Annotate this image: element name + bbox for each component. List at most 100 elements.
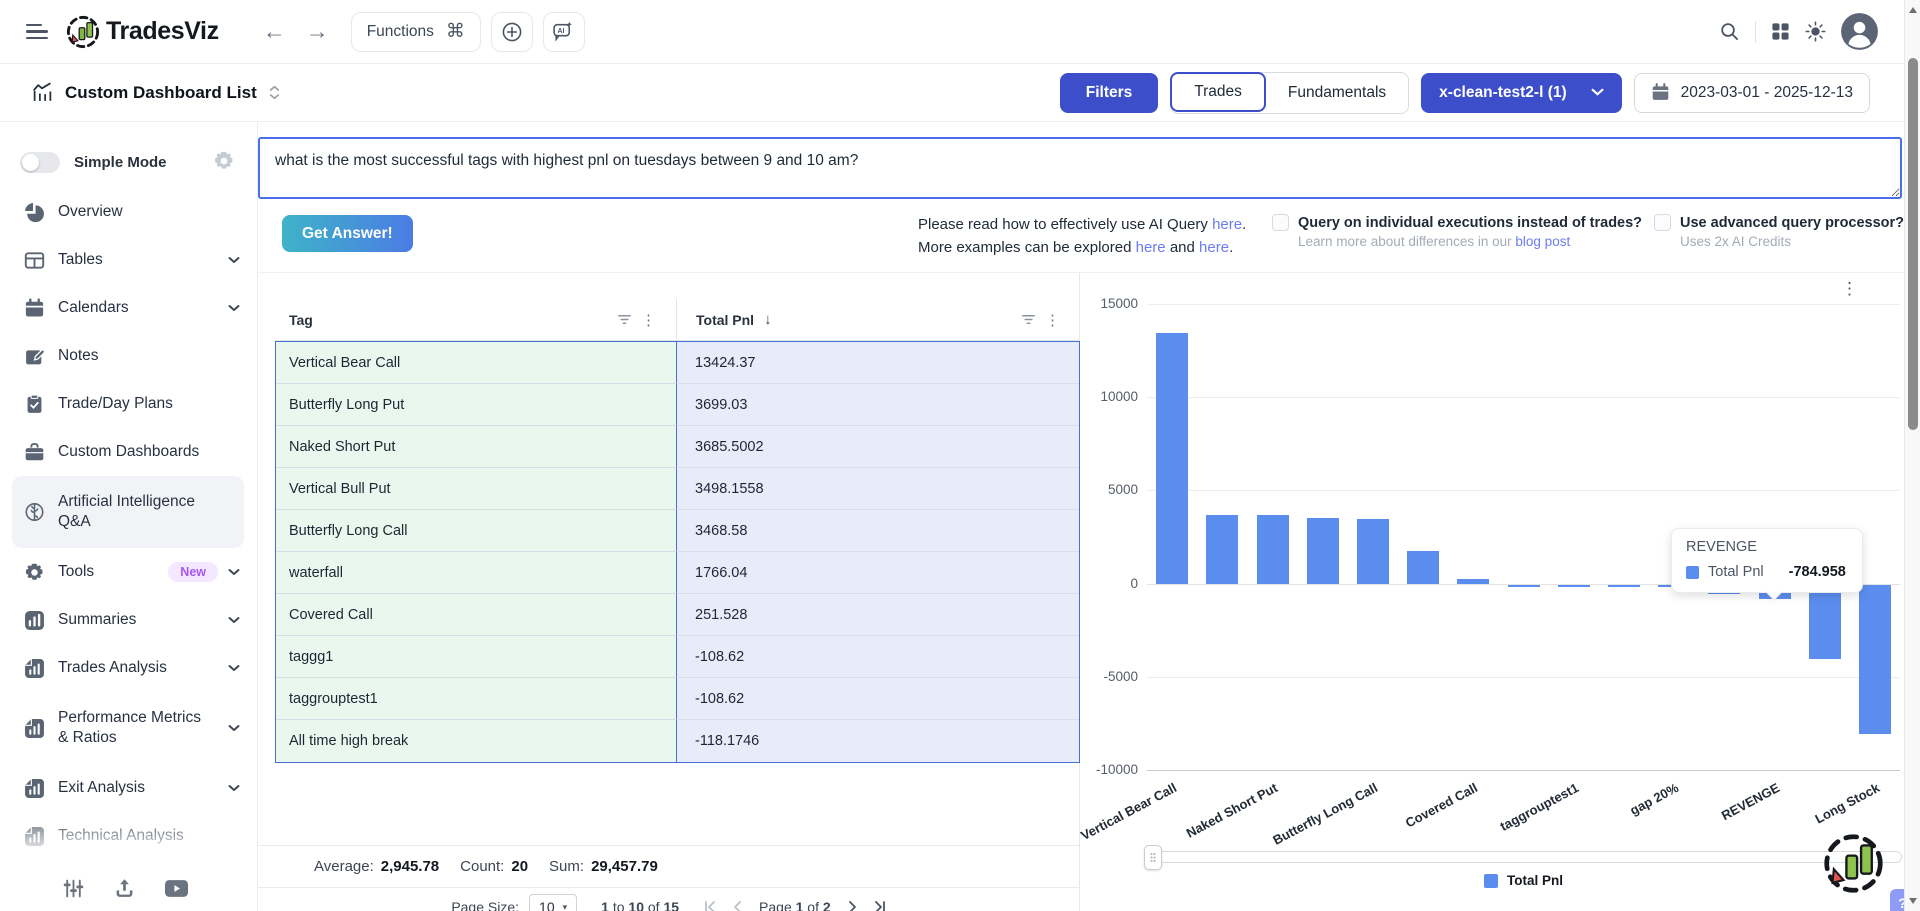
filter-icon[interactable] [617, 312, 632, 327]
pnl-cell[interactable]: -108.62 [676, 636, 1079, 678]
ai-query-button[interactable]: AI [543, 12, 585, 52]
scroll-down-arrow-icon[interactable] [1909, 898, 1917, 904]
bar-covered-call[interactable] [1457, 579, 1489, 584]
table-row[interactable]: Covered Call251.528 [276, 594, 1079, 636]
sort-desc-icon[interactable]: ↓ [764, 311, 772, 328]
tag-cell[interactable]: Naked Short Put [276, 426, 676, 468]
tag-cell[interactable]: Butterfly Long Put [276, 384, 676, 426]
tab-trades[interactable]: Trades [1170, 72, 1266, 112]
bar-butterfly-long-put[interactable] [1206, 515, 1238, 584]
blog-post-link[interactable]: blog post [1515, 234, 1570, 249]
tag-cell[interactable]: Vertical Bull Put [276, 468, 676, 510]
chart-range-slider[interactable] [1145, 851, 1902, 863]
bar-long-stock[interactable] [1859, 585, 1891, 734]
pnl-cell[interactable]: -108.62 [676, 678, 1079, 720]
tag-cell[interactable]: Butterfly Long Call [276, 510, 676, 552]
page-size-select[interactable]: 10 ▾ [529, 894, 577, 911]
scroll-up-arrow-icon[interactable] [1909, 7, 1917, 13]
sidebar-item-overview[interactable]: Overview [0, 188, 258, 236]
bar-unlabeled[interactable] [1809, 585, 1841, 660]
tag-cell[interactable]: waterfall [276, 552, 676, 594]
filter-icon[interactable] [1021, 312, 1036, 327]
youtube-icon[interactable] [165, 880, 188, 897]
sidebar-item-tools[interactable]: ToolsNew [0, 548, 258, 596]
examples-link-1[interactable]: here [1136, 239, 1166, 256]
pnl-cell[interactable]: 1766.04 [676, 552, 1079, 594]
menu-icon[interactable] [26, 24, 48, 39]
sidebar-settings-gear-icon[interactable] [213, 150, 235, 177]
bar-waterfall[interactable] [1407, 551, 1439, 584]
advanced-processor-checkbox[interactable] [1654, 214, 1671, 231]
add-button[interactable] [491, 12, 533, 52]
brand[interactable]: TradesViz [66, 15, 219, 49]
bar-butterfly-long-call[interactable] [1357, 519, 1389, 584]
legend-item-total-pnl[interactable]: Total Pnl [1484, 873, 1563, 888]
sidebar-item-notes[interactable]: Notes [0, 332, 258, 380]
bar-vertical-bear-call[interactable] [1156, 333, 1188, 583]
sidebar-item-artificial-intelligence-q-a[interactable]: Artificial Intelligence Q&A [12, 476, 244, 548]
pnl-column-header[interactable]: Total Pnl [696, 312, 754, 328]
tab-fundamentals[interactable]: Fundamentals [1266, 73, 1408, 113]
table-row[interactable]: Butterfly Long Call3468.58 [276, 510, 1079, 552]
filters-sliders-icon[interactable] [63, 878, 84, 899]
table-row[interactable]: All time high break-118.1746 [276, 720, 1079, 762]
table-row[interactable]: Naked Short Put3685.5002 [276, 426, 1079, 468]
prev-page-icon[interactable] [731, 900, 745, 911]
sidebar-item-summaries[interactable]: Summaries [0, 596, 258, 644]
sidebar-item-custom-dashboards[interactable]: Custom Dashboards [0, 428, 258, 476]
bar-naked-short-put[interactable] [1257, 515, 1289, 584]
table-row[interactable]: waterfall1766.04 [276, 552, 1079, 594]
slider-handle-icon[interactable] [1144, 845, 1162, 870]
executions-checkbox[interactable] [1272, 214, 1289, 231]
last-page-icon[interactable] [873, 900, 887, 911]
table-row[interactable]: taggg1-108.62 [276, 636, 1079, 678]
filters-button[interactable]: Filters [1060, 73, 1159, 113]
next-page-icon[interactable] [845, 900, 859, 911]
dashboard-select[interactable]: x-clean-test2-l (1) [1421, 73, 1621, 113]
tag-cell[interactable]: Covered Call [276, 594, 676, 636]
table-row[interactable]: Vertical Bull Put3498.1558 [276, 468, 1079, 510]
sort-toggle-icon[interactable] [269, 85, 280, 100]
column-menu-icon[interactable]: ⋮ [641, 311, 656, 329]
back-arrow-icon[interactable]: ← [263, 20, 286, 43]
sidebar-item-trade-day-plans[interactable]: Trade/Day Plans [0, 380, 258, 428]
table-row[interactable]: taggrouptest1-108.62 [276, 678, 1079, 720]
upload-icon[interactable] [114, 878, 135, 899]
table-row[interactable]: Vertical Bear Call13424.37 [276, 342, 1079, 384]
sidebar-item-exit-analysis[interactable]: Exit Analysis [0, 764, 258, 812]
pnl-cell[interactable]: 251.528 [676, 594, 1079, 636]
functions-button[interactable]: Functions ⌘ [351, 12, 481, 52]
sidebar-item-trades-analysis[interactable]: Trades Analysis [0, 644, 258, 692]
table-row[interactable]: Butterfly Long Put3699.03 [276, 384, 1079, 426]
sidebar-item-technical-analysis[interactable]: Technical Analysis [0, 812, 258, 860]
date-range-picker[interactable]: 2023-03-01 - 2025-12-13 [1634, 73, 1870, 113]
tag-cell[interactable]: taggg1 [276, 636, 676, 678]
simple-mode-toggle[interactable] [20, 152, 60, 173]
column-menu-icon[interactable]: ⋮ [1045, 311, 1060, 329]
scrollbar-thumb[interactable] [1908, 58, 1918, 430]
tag-cell[interactable]: Vertical Bear Call [276, 342, 676, 384]
pnl-cell[interactable]: 3685.5002 [676, 426, 1079, 468]
sidebar-item-performance-metrics-ratios[interactable]: Performance Metrics & Ratios [0, 692, 258, 764]
first-page-icon[interactable] [703, 900, 717, 911]
bar-all-time-high-break[interactable] [1608, 585, 1640, 587]
apps-grid-icon[interactable] [1771, 22, 1790, 41]
pnl-cell[interactable]: 3699.03 [676, 384, 1079, 426]
ai-query-input[interactable]: what is the most successful tags with hi… [258, 137, 1902, 199]
tag-cell[interactable]: taggrouptest1 [276, 678, 676, 720]
pnl-cell[interactable]: 3498.1558 [676, 468, 1079, 510]
pnl-cell[interactable]: 3468.58 [676, 510, 1079, 552]
get-answer-button[interactable]: Get Answer! [282, 215, 413, 252]
profile-avatar[interactable] [1841, 13, 1878, 50]
bar-vertical-bull-put[interactable] [1307, 518, 1339, 583]
examples-link-2[interactable]: here [1199, 239, 1229, 256]
pnl-cell[interactable]: -118.1746 [676, 720, 1079, 762]
pnl-cell[interactable]: 13424.37 [676, 342, 1079, 384]
sidebar-item-tables[interactable]: Tables [0, 236, 258, 284]
help-link-1[interactable]: here [1212, 216, 1242, 233]
theme-sun-icon[interactable] [1805, 21, 1826, 42]
tag-cell[interactable]: All time high break [276, 720, 676, 762]
bar-taggrouptest1[interactable] [1558, 585, 1590, 587]
search-icon[interactable] [1719, 21, 1740, 42]
chart-menu-icon[interactable]: ⋮ [1841, 279, 1858, 299]
